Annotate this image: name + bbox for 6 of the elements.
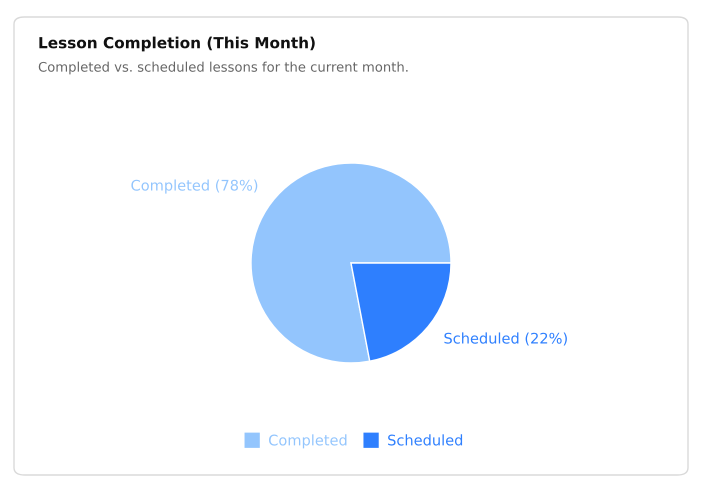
legend-label: Scheduled	[388, 434, 462, 446]
data-label: Completed (78%)	[131, 179, 258, 194]
legend-label: Completed	[269, 434, 346, 448]
chart-subtitle: Completed vs. scheduled lessons for the current month.	[38, 62, 408, 74]
data-label: Scheduled (22%)	[444, 332, 567, 346]
chart-title: Lesson Completion (This Month)	[39, 36, 315, 52]
